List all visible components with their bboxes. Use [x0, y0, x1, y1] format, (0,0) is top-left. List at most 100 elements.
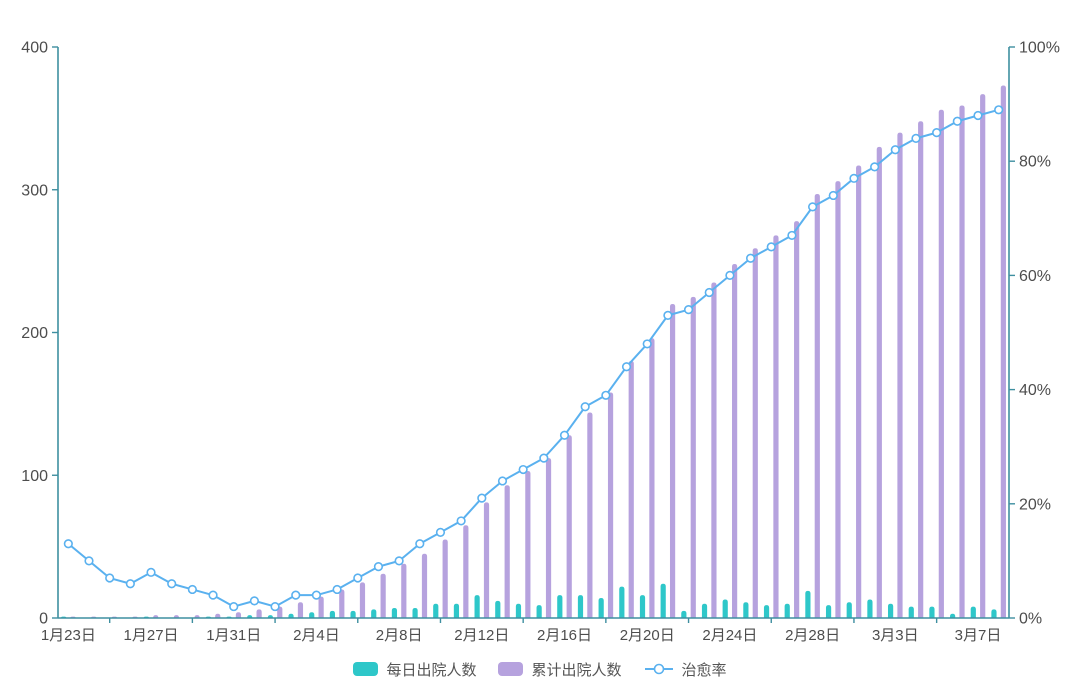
- cumulative-bar[interactable]: [897, 132, 903, 618]
- cure-rate-point[interactable]: [683, 305, 694, 315]
- cure-rate-point[interactable]: [415, 539, 425, 549]
- cumulative-bar[interactable]: [607, 392, 614, 618]
- cumulative-bar[interactable]: [566, 435, 572, 618]
- cumulative-bar[interactable]: [835, 181, 841, 618]
- cure-rate-point[interactable]: [621, 362, 632, 372]
- cumulative-bar[interactable]: [318, 596, 324, 618]
- cure-rate-point[interactable]: [353, 573, 363, 583]
- cure-rate-point[interactable]: [105, 573, 115, 583]
- legend-item-cure-rate[interactable]: 治愈率: [644, 659, 727, 680]
- cumulative-bar[interactable]: [359, 582, 366, 618]
- legend-item-cumulative-discharged[interactable]: 累计出院人数: [498, 659, 622, 680]
- cumulative-bar[interactable]: [545, 458, 552, 618]
- cure-rate-point[interactable]: [291, 590, 301, 600]
- daily-bar[interactable]: [867, 599, 873, 618]
- daily-bar[interactable]: [371, 609, 377, 618]
- cure-rate-point[interactable]: [229, 601, 239, 612]
- daily-bar[interactable]: [515, 603, 522, 618]
- cumulative-bar[interactable]: [711, 282, 717, 618]
- cure-rate-point[interactable]: [911, 133, 921, 143]
- cure-rate-point[interactable]: [952, 116, 962, 126]
- cumulative-bar[interactable]: [918, 121, 924, 618]
- daily-bar[interactable]: [701, 603, 708, 618]
- cumulative-bar[interactable]: [483, 502, 490, 618]
- cumulative-bar[interactable]: [690, 296, 696, 618]
- daily-bar[interactable]: [536, 605, 542, 618]
- cumulative-bar[interactable]: [732, 263, 738, 618]
- cure-rate-point[interactable]: [539, 453, 549, 463]
- daily-bar[interactable]: [825, 605, 832, 618]
- cure-rate-point[interactable]: [311, 590, 322, 600]
- cumulative-bar[interactable]: [980, 94, 986, 619]
- cure-rate-point[interactable]: [456, 516, 466, 526]
- cure-rate-point[interactable]: [663, 310, 673, 320]
- cure-rate-point[interactable]: [787, 230, 797, 241]
- cumulative-bar[interactable]: [669, 303, 676, 618]
- cumulative-bar[interactable]: [814, 194, 820, 618]
- cure-rate-point[interactable]: [332, 584, 342, 595]
- daily-bar[interactable]: [722, 599, 728, 618]
- cure-rate-point[interactable]: [146, 567, 156, 577]
- cure-rate-point[interactable]: [807, 202, 818, 212]
- cure-rate-point[interactable]: [373, 562, 384, 572]
- daily-bar[interactable]: [495, 600, 501, 618]
- cumulative-bar[interactable]: [380, 573, 386, 618]
- daily-bar[interactable]: [681, 610, 687, 618]
- daily-bar[interactable]: [805, 590, 811, 618]
- daily-bar[interactable]: [557, 595, 563, 618]
- cure-rate-point[interactable]: [187, 584, 197, 595]
- daily-bar[interactable]: [598, 598, 604, 618]
- cumulative-bar[interactable]: [587, 412, 593, 618]
- cumulative-bar[interactable]: [628, 361, 634, 618]
- cure-rate-point[interactable]: [828, 190, 838, 201]
- cure-rate-point[interactable]: [932, 128, 942, 138]
- cumulative-bar[interactable]: [959, 105, 965, 619]
- daily-bar[interactable]: [846, 602, 852, 618]
- cure-rate-point[interactable]: [497, 476, 508, 486]
- cure-rate-point[interactable]: [973, 110, 983, 121]
- cumulative-bar[interactable]: [297, 602, 304, 618]
- cure-rate-point[interactable]: [580, 402, 590, 412]
- daily-bar[interactable]: [784, 603, 790, 618]
- cumulative-bar[interactable]: [215, 613, 221, 618]
- cure-rate-point[interactable]: [766, 242, 776, 252]
- daily-bar[interactable]: [619, 586, 625, 618]
- cumulative-bar[interactable]: [794, 221, 800, 618]
- cure-rate-point[interactable]: [642, 339, 652, 349]
- cure-rate-point[interactable]: [890, 145, 900, 155]
- daily-bar[interactable]: [970, 606, 976, 618]
- cumulative-bar[interactable]: [504, 485, 510, 618]
- cumulative-bar[interactable]: [256, 609, 262, 618]
- cumulative-bar[interactable]: [876, 146, 882, 619]
- cumulative-bar[interactable]: [649, 338, 655, 618]
- cure-rate-point[interactable]: [518, 464, 528, 475]
- cure-rate-point[interactable]: [84, 556, 94, 566]
- daily-bar[interactable]: [433, 603, 439, 618]
- cure-rate-point[interactable]: [270, 601, 280, 612]
- daily-bar[interactable]: [350, 610, 356, 618]
- cumulative-bar[interactable]: [235, 612, 242, 618]
- cure-rate-point[interactable]: [249, 596, 260, 606]
- cumulative-bar[interactable]: [421, 553, 428, 618]
- cumulative-bar[interactable]: [856, 165, 862, 619]
- cumulative-bar[interactable]: [442, 539, 448, 618]
- daily-bar[interactable]: [929, 606, 935, 618]
- daily-bar[interactable]: [639, 595, 646, 618]
- cure-rate-point[interactable]: [394, 556, 404, 566]
- cure-rate-point[interactable]: [704, 287, 714, 298]
- daily-bar[interactable]: [763, 605, 770, 618]
- cure-rate-point[interactable]: [435, 527, 446, 537]
- daily-bar[interactable]: [660, 583, 666, 618]
- cure-rate-point[interactable]: [208, 590, 218, 600]
- daily-bar[interactable]: [577, 595, 584, 618]
- daily-bar[interactable]: [329, 610, 335, 618]
- cure-rate-point[interactable]: [167, 579, 177, 589]
- cumulative-bar[interactable]: [401, 563, 407, 618]
- daily-bar[interactable]: [288, 613, 294, 618]
- cure-rate-point[interactable]: [601, 390, 611, 400]
- daily-bar[interactable]: [309, 612, 315, 618]
- cure-rate-point[interactable]: [870, 162, 880, 172]
- cure-rate-point[interactable]: [125, 579, 135, 589]
- daily-bar[interactable]: [908, 606, 914, 618]
- cumulative-bar[interactable]: [752, 248, 758, 618]
